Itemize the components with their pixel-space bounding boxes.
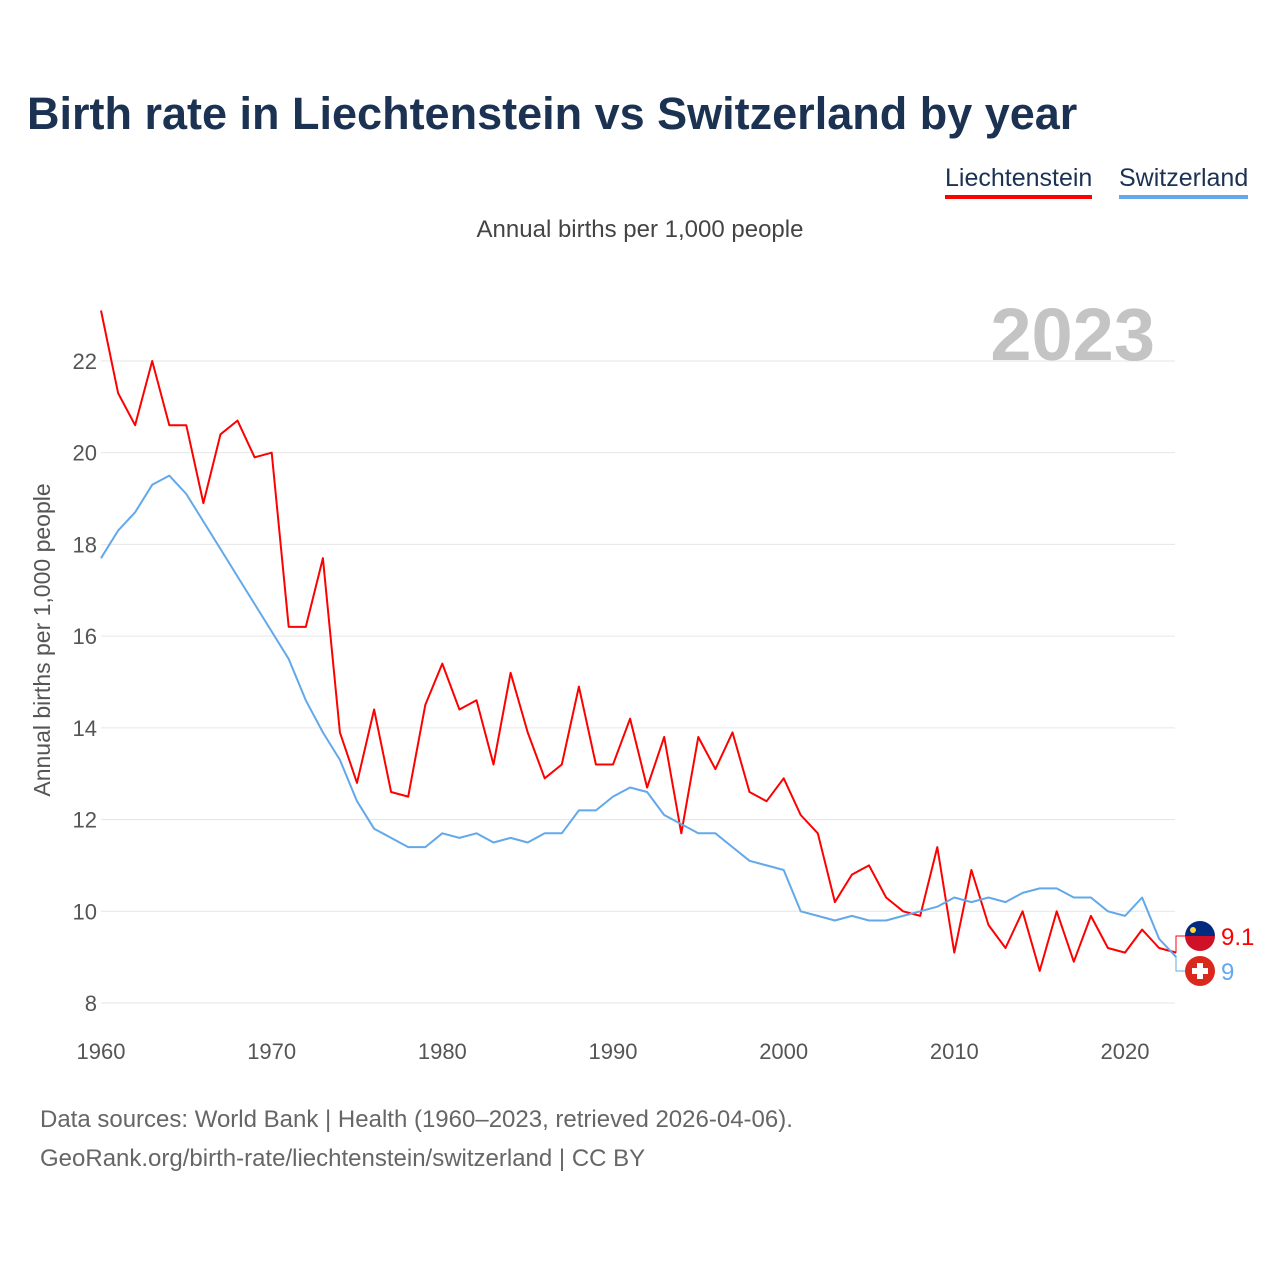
y-tick-label: 20: [73, 441, 97, 466]
x-tick-label: 1960: [77, 1039, 126, 1064]
y-tick-label: 16: [73, 624, 97, 649]
year-label: 2023: [990, 293, 1155, 376]
x-tick-label: 2000: [759, 1039, 808, 1064]
legend-liechtenstein[interactable]: Liechtenstein: [945, 164, 1093, 199]
legend-switzerland[interactable]: Switzerland: [1119, 164, 1249, 199]
x-tick-label: 2020: [1101, 1039, 1150, 1064]
end-connector: [1175, 935, 1186, 954]
switzerland-flag-icon: [1185, 956, 1215, 986]
y-tick-label: 18: [73, 532, 97, 557]
chart-title: Birth rate in Liechtenstein vs Switzerla…: [27, 88, 1078, 139]
series-line-liechtenstein: [100, 310, 1177, 972]
y-axis-label: Annual births per 1,000 people: [29, 483, 55, 796]
x-tick-label: 1980: [418, 1039, 467, 1064]
y-tick-label: 8: [85, 991, 97, 1016]
liechtenstein-flag-icon: [1185, 921, 1215, 951]
end-connector: [1175, 956, 1186, 972]
footer-sources: Data sources: World Bank | Health (1960–…: [40, 1106, 793, 1133]
chart-subtitle: Annual births per 1,000 people: [476, 216, 804, 243]
x-tick-label: 2010: [930, 1039, 979, 1064]
end-value-label: 9: [1221, 959, 1234, 986]
x-tick-label: 1990: [589, 1039, 638, 1064]
series-line-switzerland: [100, 474, 1177, 958]
x-tick-label: 1970: [247, 1039, 296, 1064]
footer-link[interactable]: GeoRank.org/birth-rate/liechtenstein/swi…: [40, 1145, 646, 1172]
end-value-label: 9.1: [1221, 924, 1254, 951]
y-tick-label: 22: [73, 349, 97, 374]
y-tick-label: 12: [73, 808, 97, 833]
y-tick-label: 10: [73, 899, 97, 924]
y-tick-label: 14: [73, 716, 97, 741]
